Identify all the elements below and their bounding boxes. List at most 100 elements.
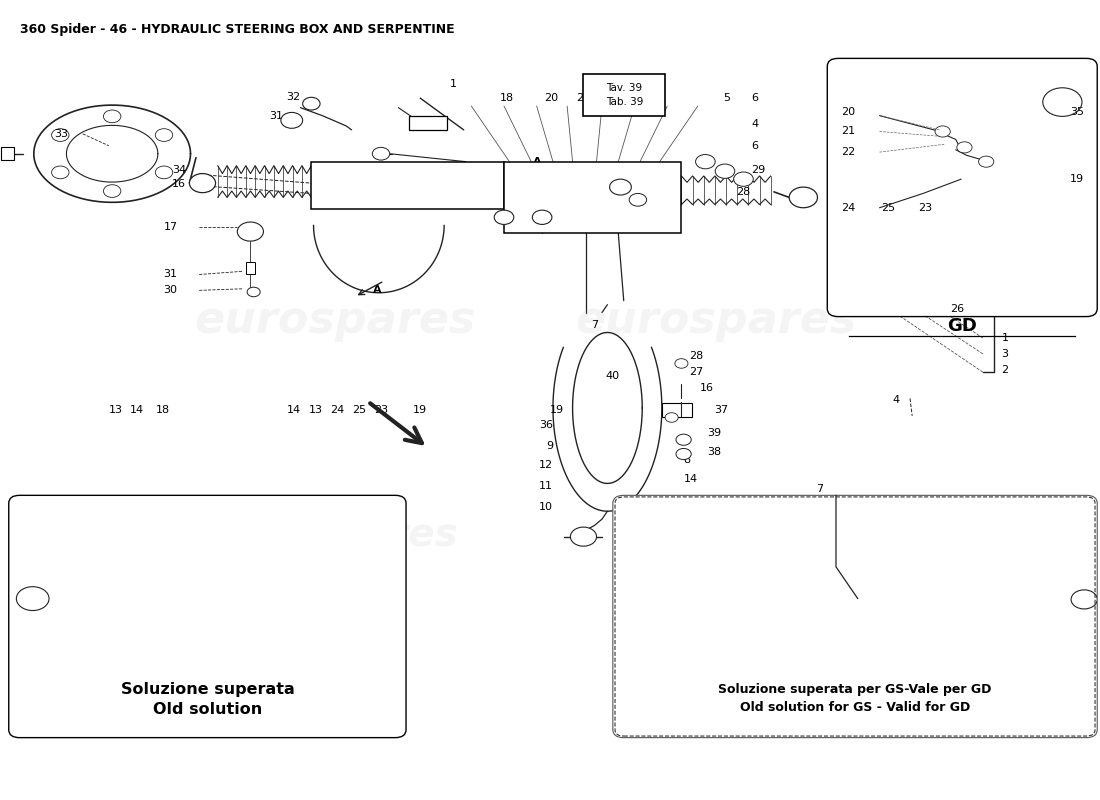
Circle shape <box>629 194 647 206</box>
Text: 24: 24 <box>330 405 344 414</box>
Text: 360 Spider - 46 - HYDRAULIC STEERING BOX AND SERPENTINE: 360 Spider - 46 - HYDRAULIC STEERING BOX… <box>20 22 454 36</box>
Text: eurospares: eurospares <box>195 299 476 342</box>
Text: 12: 12 <box>539 460 553 470</box>
Text: 22: 22 <box>842 147 856 157</box>
Text: 4: 4 <box>751 118 758 129</box>
Circle shape <box>248 287 261 297</box>
Text: 1: 1 <box>449 79 456 89</box>
Text: 13: 13 <box>309 405 322 414</box>
Circle shape <box>609 179 631 195</box>
Text: 7: 7 <box>591 319 598 330</box>
Text: A: A <box>534 157 542 166</box>
Text: 19: 19 <box>550 405 564 414</box>
FancyBboxPatch shape <box>827 58 1097 317</box>
Circle shape <box>280 113 302 128</box>
Bar <box>409 115 448 130</box>
Text: 16: 16 <box>700 383 714 393</box>
Text: 22: 22 <box>609 93 624 103</box>
Text: 8: 8 <box>683 454 691 465</box>
Circle shape <box>494 210 514 225</box>
Text: 16: 16 <box>173 179 186 189</box>
Circle shape <box>675 358 688 368</box>
Circle shape <box>979 156 993 167</box>
Text: 14: 14 <box>130 405 144 414</box>
Text: 39: 39 <box>707 428 722 438</box>
Text: 35: 35 <box>1070 107 1085 118</box>
Text: 30: 30 <box>164 286 177 295</box>
Circle shape <box>935 126 950 137</box>
Circle shape <box>571 527 596 546</box>
Text: 9: 9 <box>546 441 553 451</box>
Text: GD: GD <box>947 317 977 335</box>
Text: 34: 34 <box>172 165 186 174</box>
Bar <box>662 403 692 418</box>
Circle shape <box>734 172 754 186</box>
Text: 26: 26 <box>950 304 965 314</box>
Bar <box>311 162 504 210</box>
Text: 23: 23 <box>918 202 933 213</box>
Circle shape <box>16 586 50 610</box>
Circle shape <box>957 142 972 153</box>
Circle shape <box>1071 590 1097 609</box>
Text: Old solution for GS - Valid for GD: Old solution for GS - Valid for GD <box>740 701 970 714</box>
Text: 19: 19 <box>1070 174 1085 184</box>
Text: 18: 18 <box>500 93 515 103</box>
Text: 36: 36 <box>539 421 553 430</box>
Text: eurospares: eurospares <box>670 516 915 554</box>
Circle shape <box>695 154 715 169</box>
Text: 24: 24 <box>842 202 856 213</box>
Circle shape <box>676 434 691 446</box>
Circle shape <box>789 187 817 208</box>
Bar <box>1 147 14 160</box>
Text: 29: 29 <box>751 165 766 174</box>
Text: 27: 27 <box>689 367 703 377</box>
Bar <box>504 162 681 233</box>
Text: 18: 18 <box>156 405 170 414</box>
Text: 14: 14 <box>683 474 697 485</box>
Text: 1: 1 <box>1001 333 1009 343</box>
Circle shape <box>372 147 389 160</box>
Text: 37: 37 <box>714 405 728 414</box>
Text: Old solution: Old solution <box>153 702 262 718</box>
Bar <box>583 74 666 115</box>
Text: 5: 5 <box>724 93 730 103</box>
Text: 11: 11 <box>539 481 553 490</box>
Text: A: A <box>373 286 382 295</box>
Text: 21: 21 <box>842 126 856 137</box>
Text: 7: 7 <box>816 484 823 494</box>
Circle shape <box>532 210 552 225</box>
Text: 19: 19 <box>414 405 427 414</box>
Text: 25: 25 <box>352 405 366 414</box>
Text: 15: 15 <box>659 193 673 202</box>
Circle shape <box>715 164 735 178</box>
Text: 38: 38 <box>707 446 722 457</box>
Text: 32: 32 <box>286 91 300 102</box>
Text: 4: 4 <box>892 395 899 405</box>
Text: 33: 33 <box>55 129 68 139</box>
Text: eurospares: eurospares <box>575 299 857 342</box>
Text: 25: 25 <box>881 202 895 213</box>
Text: 40: 40 <box>606 371 620 381</box>
Text: 14: 14 <box>287 405 301 414</box>
Text: 28: 28 <box>736 187 750 197</box>
Circle shape <box>666 413 679 422</box>
Text: 20: 20 <box>543 93 558 103</box>
Text: 2: 2 <box>1001 365 1009 375</box>
Circle shape <box>238 222 263 241</box>
Text: 21: 21 <box>576 93 591 103</box>
Text: 20: 20 <box>842 107 856 118</box>
Text: 23: 23 <box>374 405 388 414</box>
Text: 10: 10 <box>539 502 553 512</box>
Text: 8: 8 <box>652 177 660 186</box>
Text: 13: 13 <box>109 405 122 414</box>
Circle shape <box>302 98 320 110</box>
Text: 6: 6 <box>751 93 758 103</box>
Text: 31: 31 <box>164 270 177 279</box>
Text: 3: 3 <box>1001 349 1009 359</box>
Text: Soluzione superata: Soluzione superata <box>121 682 295 698</box>
Text: 31: 31 <box>270 110 283 121</box>
Text: 28: 28 <box>689 351 703 362</box>
Text: Tav. 39
Tab. 39: Tav. 39 Tab. 39 <box>606 83 643 107</box>
Text: 17: 17 <box>163 222 177 232</box>
FancyBboxPatch shape <box>9 495 406 738</box>
